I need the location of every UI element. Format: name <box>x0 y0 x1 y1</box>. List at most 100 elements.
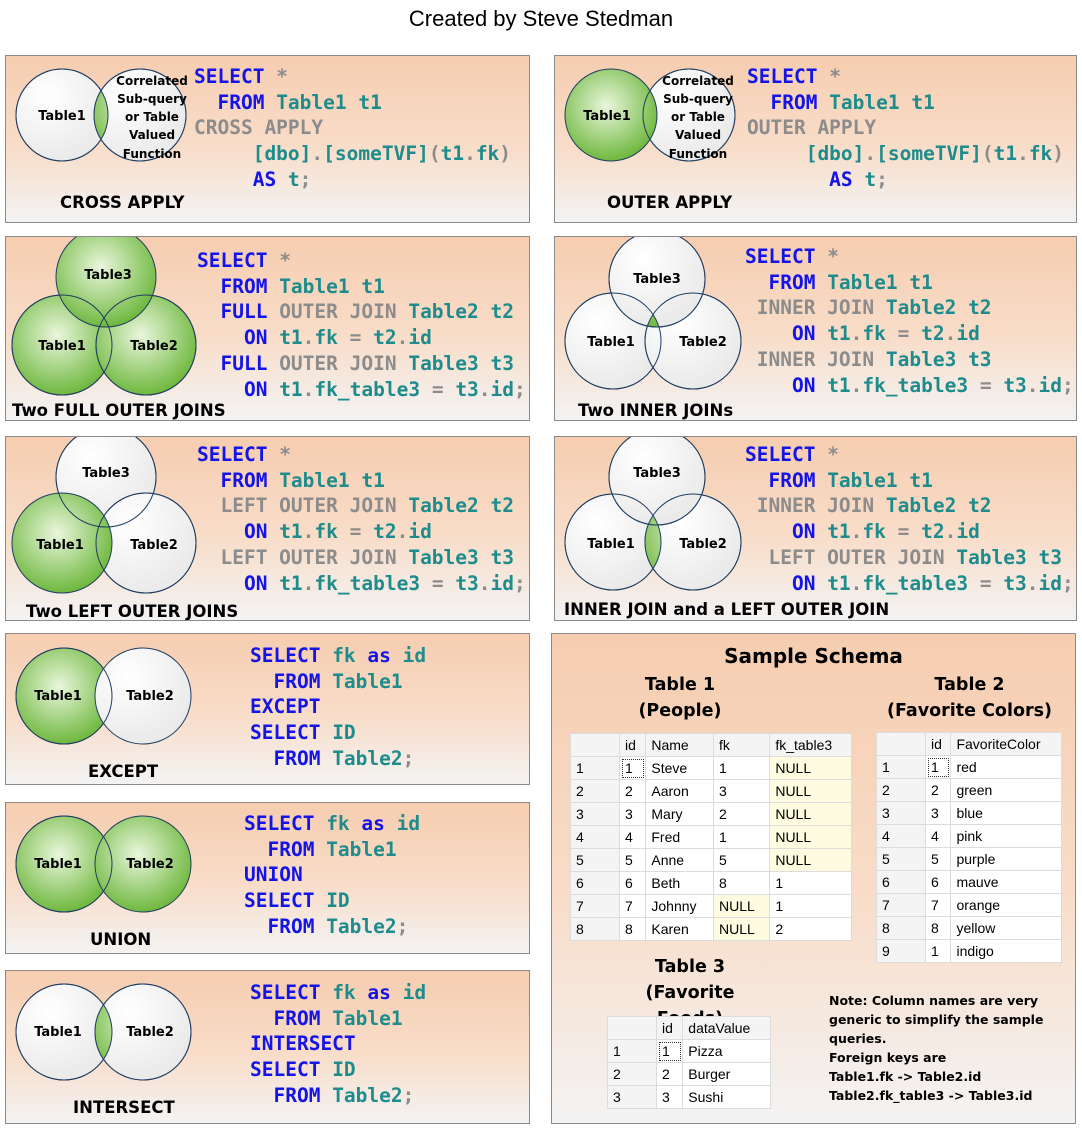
code-line: SELECT * <box>745 442 1074 468</box>
code-line: CROSS APPLY <box>194 115 511 141</box>
code-token: . <box>302 571 315 595</box>
table-cell: 6 <box>924 870 952 894</box>
code-token: = <box>431 377 456 401</box>
venn-label-table1: Table1 <box>587 335 635 350</box>
table-cell: 7 <box>618 894 647 918</box>
code-token: t1 <box>993 142 1018 166</box>
code-line: INTERSECT <box>250 1031 426 1057</box>
table-cell: 4 <box>618 825 647 849</box>
except-code: SELECT fk as id FROM Table1 EXCEPT SELECT … <box>250 643 426 772</box>
code-token: FULL <box>197 300 280 324</box>
code-line: UNION <box>244 862 420 888</box>
table-cell: Steve <box>645 756 714 780</box>
code-token: [dbo] <box>194 142 312 166</box>
table-cell: 1 <box>924 755 952 779</box>
code-line: ON t1.fk = t2.id <box>197 519 526 545</box>
two-left-outer-code: SELECT * FROM Table1 t1 LEFT OUTER JOIN … <box>197 442 526 596</box>
table-cell: yellow <box>950 916 1062 940</box>
row-number: 5 <box>570 848 620 872</box>
inner-left-code: SELECT * FROM Table1 t1 INNER JOIN Table… <box>745 442 1074 596</box>
code-token: . <box>850 520 863 544</box>
table-row: 3 3 Mary 2 NULL <box>570 802 852 826</box>
two-inner-panel: Table3 Table1 Table2 SELECT * FROM Table… <box>554 236 1077 421</box>
two-left-outer-panel: Table3 Table1 Table2 SELECT * FROM Table… <box>5 436 530 621</box>
table-cell: indigo <box>950 939 1062 963</box>
svg-text:or Table: or Table <box>671 110 725 124</box>
code-token: id <box>1038 571 1063 595</box>
intersect-panel: Table1 Table2 SELECT fk as id FROM Table… <box>5 970 530 1124</box>
row-number: 5 <box>876 847 926 871</box>
code-token: t3 <box>1003 571 1027 595</box>
code-token: t3 <box>455 571 479 595</box>
code-token: Table3 t3 <box>956 545 1062 569</box>
column-header: FavoriteColor <box>950 732 1062 756</box>
code-line: SELECT * <box>194 64 511 90</box>
code-token: Table1 <box>332 1006 403 1030</box>
code-token: FROM <box>250 1083 333 1107</box>
table1-caption: Table 1 (People) <box>638 675 722 721</box>
code-token: Table2 <box>332 1083 403 1107</box>
table-cell: NULL <box>769 825 852 849</box>
code-token: SELECT <box>244 812 327 835</box>
code-line: ON t1.fk_table3 = t3.id; <box>745 571 1074 597</box>
table-cell: Aaron <box>645 779 714 803</box>
code-token: . <box>464 142 476 166</box>
table-row: 9 1 indigo <box>876 939 1062 963</box>
table-cell: 1 <box>769 894 852 918</box>
code-token: . <box>850 571 863 595</box>
venn-label-table3: Table3 <box>633 466 681 481</box>
code-line: INNER JOIN Table2 t2 <box>745 493 1074 519</box>
inner-left-venn: Table3 Table1 Table2 <box>564 437 742 591</box>
table-row: 6 6 Beth 8 1 <box>570 871 852 895</box>
table2-caption: Table 2 (Favorite Colors) <box>886 675 1053 721</box>
column-header: id <box>655 1016 684 1040</box>
code-line: [dbo].[someTVF](t1.fk) <box>194 141 511 167</box>
row-number: 3 <box>876 801 926 825</box>
code-token: OUTER JOIN <box>279 300 409 324</box>
code-token: fk_table3 <box>862 571 980 595</box>
table-row: 1 1 Steve 1 NULL <box>570 756 852 780</box>
code-line: SELECT * <box>197 248 526 274</box>
svg-text:or Table: or Table <box>125 110 179 124</box>
code-token: * <box>276 65 288 88</box>
row-number: 2 <box>570 779 620 803</box>
table-cell: mauve <box>950 870 1062 894</box>
code-token: [someTVF] <box>876 142 982 166</box>
code-token: t3 <box>1003 373 1027 397</box>
row-number: 1 <box>607 1039 657 1063</box>
inner-left-caption: INNER JOIN and a LEFT OUTER JOIN <box>564 600 890 619</box>
row-number: 7 <box>570 894 620 918</box>
code-token: Table1 t1 <box>276 90 382 114</box>
code-token: . <box>864 142 877 166</box>
column-header <box>570 733 620 757</box>
code-token: = <box>349 326 374 350</box>
table-cell: Fred <box>645 825 714 849</box>
row-number: 9 <box>876 939 926 963</box>
code-token: SELECT <box>194 65 277 88</box>
code-line: INNER JOIN Table2 t2 <box>745 295 1074 321</box>
table-cell: Karen <box>645 917 714 941</box>
inner-left-panel: Table3 Table1 Table2 SELECT * FROM Table… <box>554 436 1077 621</box>
table-cell: 2 <box>924 778 952 802</box>
code-token: ON <box>197 571 280 595</box>
code-token: ( <box>428 142 441 166</box>
code-line: FROM Table1 <box>244 837 420 863</box>
table-row: 1 1 red <box>876 755 1062 779</box>
code-token: Table2 <box>326 914 397 938</box>
table-row: 2 2 green <box>876 778 1062 802</box>
table-row: 7 7 Johnny NULL 1 <box>570 894 852 918</box>
code-token: . <box>850 322 863 346</box>
table-cell: purple <box>950 847 1062 871</box>
table-cell: Beth <box>645 871 714 895</box>
table-cell: 3 <box>924 801 952 825</box>
code-token: ON <box>197 326 280 350</box>
code-line: SELECT * <box>197 442 526 468</box>
code-token: t1 <box>279 571 303 595</box>
code-token: Table1 t1 <box>829 90 935 114</box>
table-cell: 8 <box>924 916 952 940</box>
code-token: t1 <box>279 520 303 544</box>
code-token: EXCEPT <box>250 695 321 719</box>
code-token: t1 <box>279 377 303 401</box>
union-code: SELECT fk as id FROM Table1 UNION SELECT I… <box>244 811 420 940</box>
code-token: . <box>396 326 409 350</box>
